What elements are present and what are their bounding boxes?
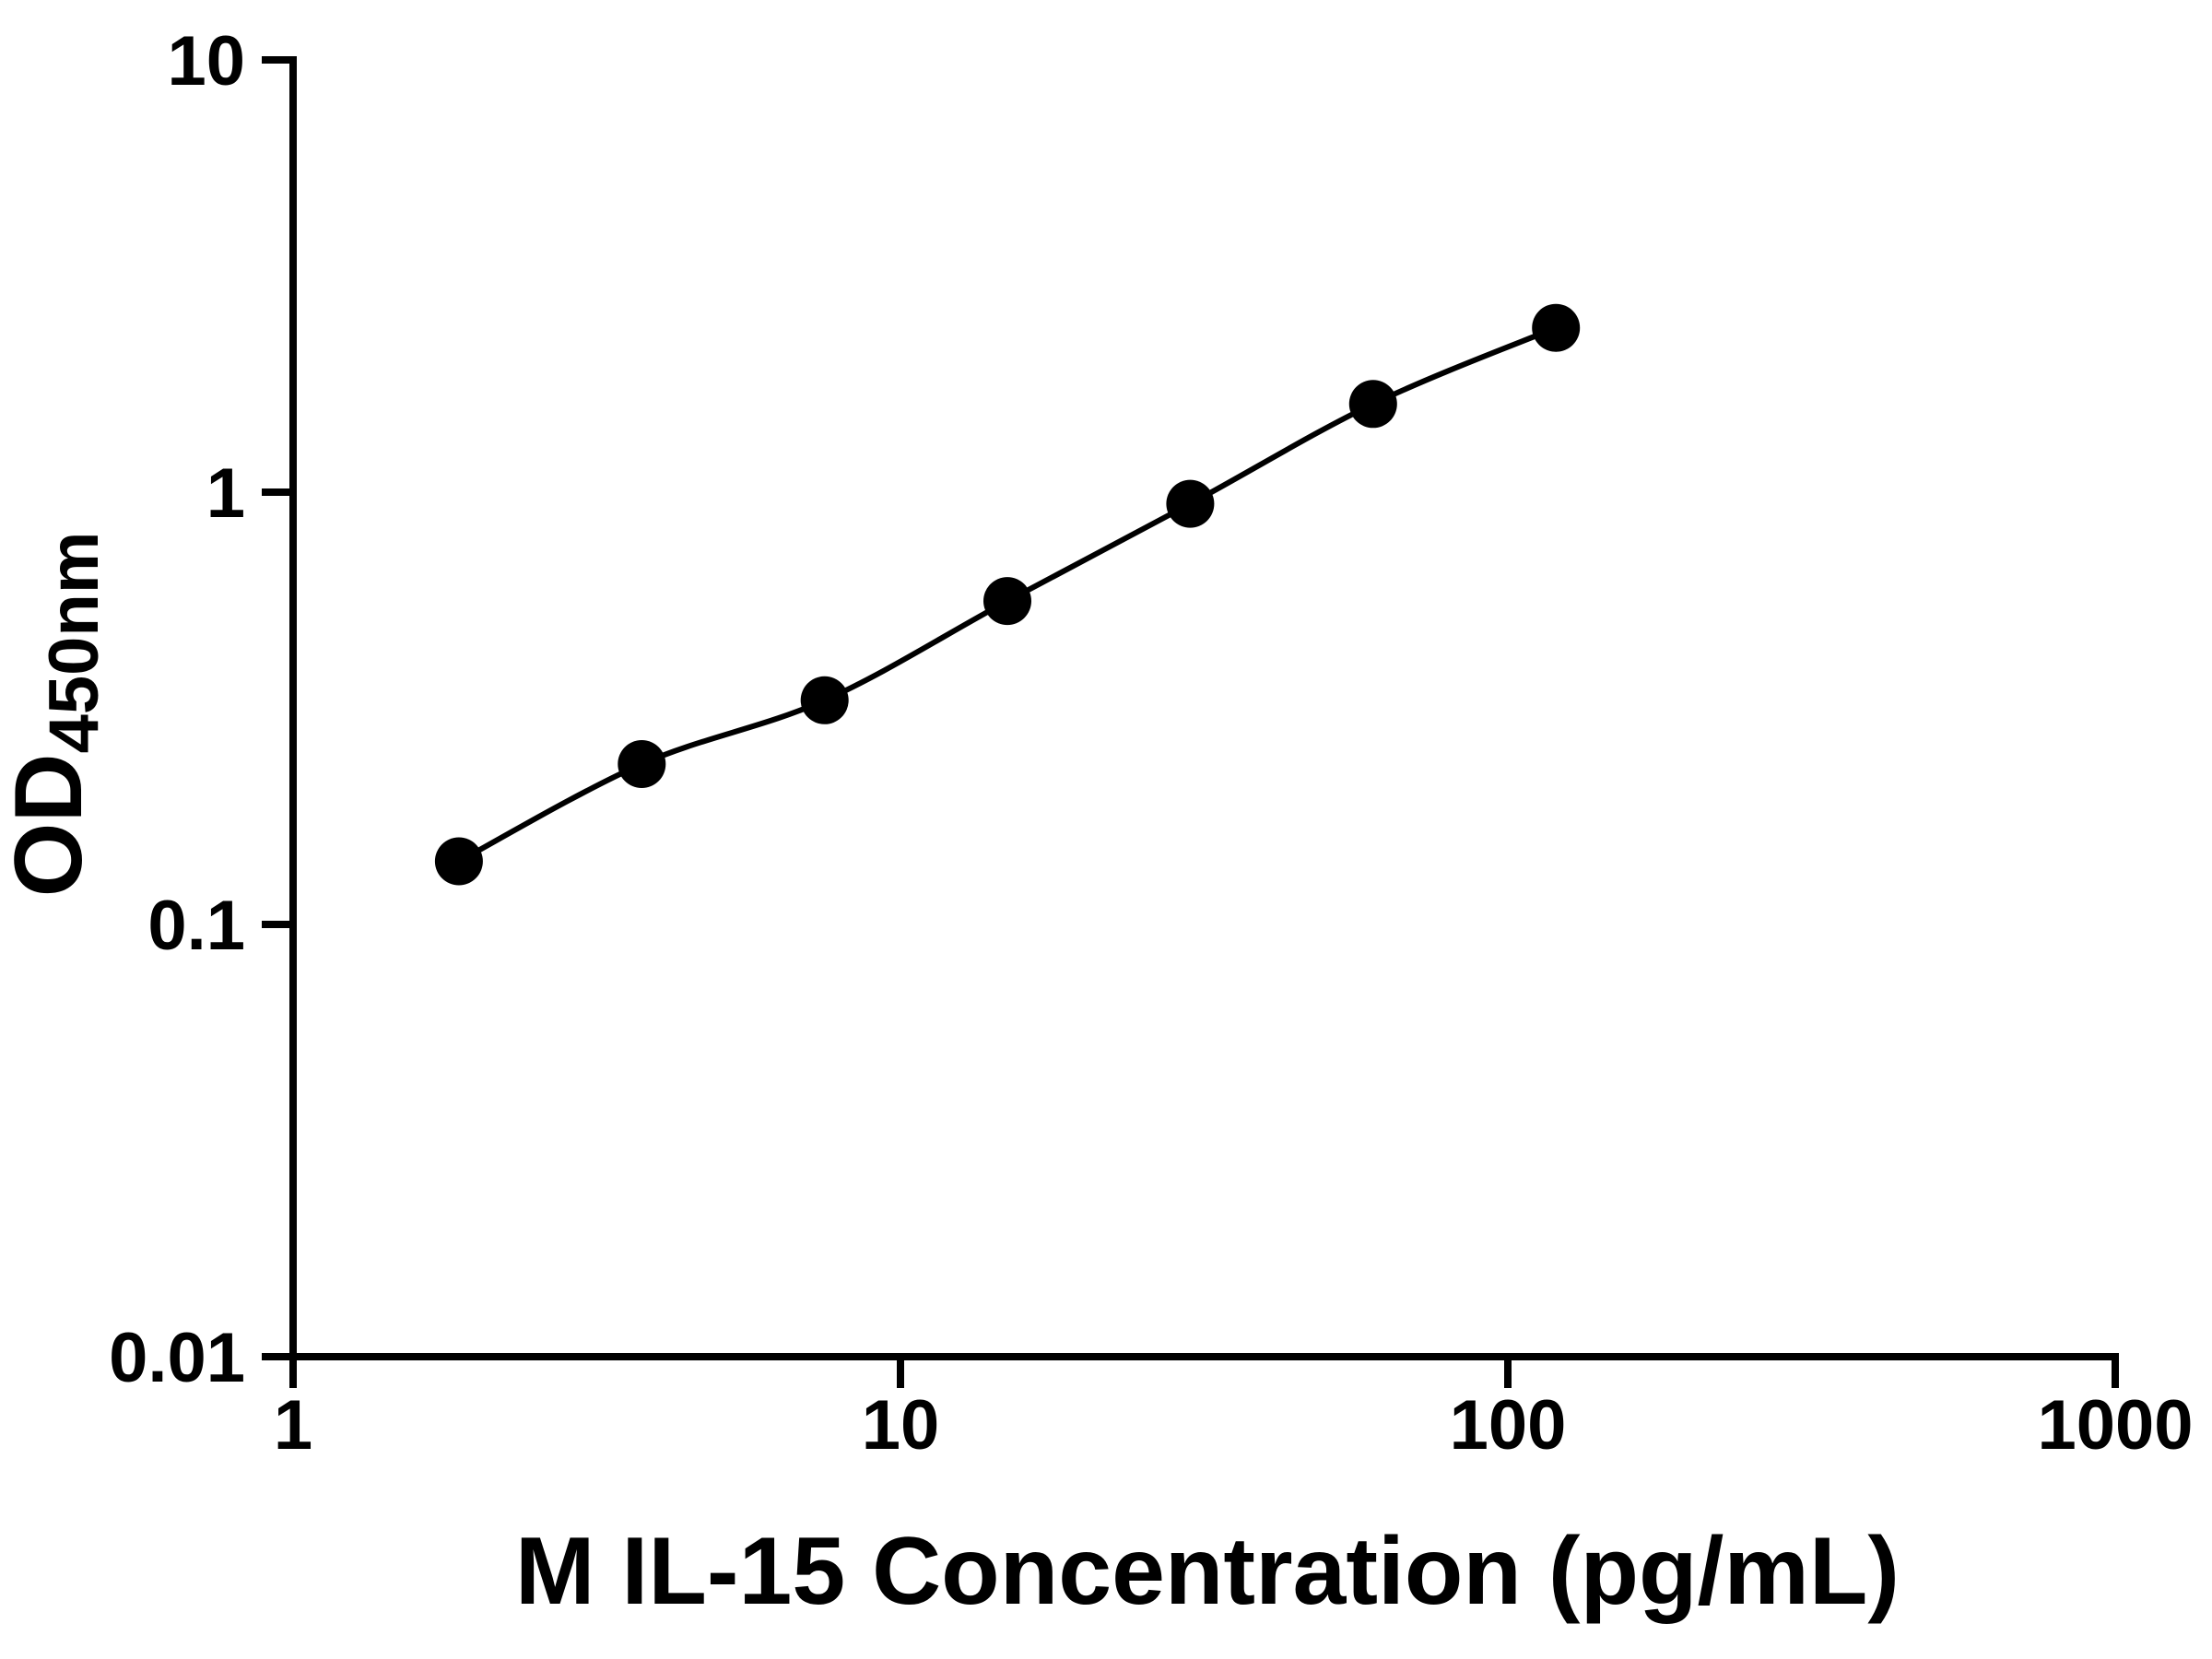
x-tick-label: 1000 xyxy=(2037,1386,2193,1465)
data-point xyxy=(1348,380,1397,429)
x-tick-label: 1 xyxy=(274,1386,312,1465)
x-tick-label: 10 xyxy=(862,1386,940,1465)
axes-layer: 1 10 100 1000 0.01 0.1 1 10 xyxy=(109,22,2193,1465)
y-tick-label: 10 xyxy=(167,22,245,100)
data-point xyxy=(1166,479,1215,528)
x-tick-label: 100 xyxy=(1450,1386,1567,1465)
data-point xyxy=(983,577,1031,626)
y-tick-label: 1 xyxy=(206,454,245,533)
data-point xyxy=(1532,303,1581,352)
y-axis-title-main: OD xyxy=(0,753,102,897)
x-axis-title: M IL-15 Concentration (pg/mL) xyxy=(515,1518,1900,1625)
y-tick-label: 0.01 xyxy=(109,1319,245,1397)
y-tick-label: 0.1 xyxy=(147,887,245,965)
data-point xyxy=(434,837,483,886)
axis-lines xyxy=(289,56,2119,1360)
y-axis-title: OD450nm xyxy=(0,532,113,898)
series-layer xyxy=(434,303,1581,886)
data-point xyxy=(800,676,849,724)
data-point xyxy=(618,740,666,788)
y-axis-title-sub: 450nm xyxy=(35,532,113,754)
